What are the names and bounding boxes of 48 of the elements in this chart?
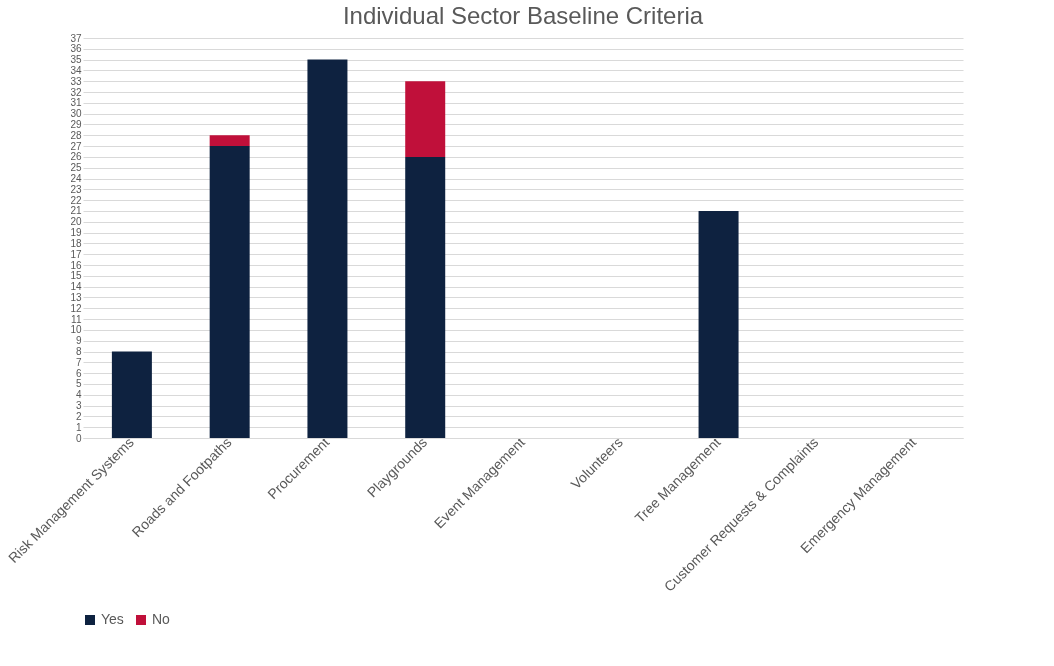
bar [111, 351, 152, 438]
y-tick-label: 23 [70, 183, 82, 195]
y-tick-label: 9 [75, 335, 82, 347]
y-tick-label: 13 [70, 291, 82, 303]
bar [405, 156, 446, 438]
y-tick-label: 22 [70, 194, 82, 206]
y-tick-label: 34 [70, 64, 82, 76]
y-tick-label: 15 [70, 270, 82, 282]
y-tick-label: 4 [75, 389, 82, 401]
y-tick-label: 37 [70, 32, 82, 44]
bar [209, 135, 250, 147]
y-tick-label: 2 [75, 410, 82, 422]
y-tick-label: 7 [75, 356, 82, 368]
bar [307, 59, 348, 438]
y-tick-label: 25 [70, 162, 82, 174]
y-tick-label: 30 [70, 108, 82, 120]
y-tick-label: 10 [70, 324, 82, 336]
y-tick-label: 31 [70, 97, 82, 109]
y-tick-label: 29 [70, 118, 82, 130]
y-tick-label: 11 [71, 313, 82, 325]
y-tick-label: 8 [75, 346, 82, 358]
y-tick-label: 17 [70, 248, 82, 260]
chart-title: Individual Sector Baseline Criteria [342, 2, 704, 29]
y-tick-label: 16 [70, 259, 82, 271]
y-tick-label: 5 [75, 378, 82, 390]
y-tick-label: 3 [75, 400, 82, 412]
bar [405, 81, 446, 157]
bar [698, 210, 739, 438]
y-tick-label: 14 [70, 281, 82, 293]
y-tick-label: 6 [75, 367, 82, 379]
bar [209, 146, 250, 438]
y-tick-label: 18 [70, 237, 82, 249]
y-tick-label: 19 [70, 227, 82, 239]
y-tick-label: 0 [75, 432, 82, 444]
y-tick-label: 1 [75, 421, 82, 433]
legend-label: No [152, 611, 171, 627]
y-tick-label: 35 [70, 54, 82, 66]
y-tick-label: 33 [70, 75, 82, 87]
y-tick-label: 20 [70, 216, 82, 228]
y-tick-label: 12 [70, 302, 82, 314]
y-tick-label: 21 [70, 205, 82, 217]
legend-label: Yes [101, 611, 124, 627]
y-tick-label: 32 [70, 86, 82, 98]
y-tick-label: 27 [70, 140, 82, 152]
y-tick-label: 36 [70, 43, 82, 55]
y-tick-label: 24 [70, 173, 82, 185]
y-tick-label: 28 [70, 129, 82, 141]
y-tick-label: 26 [70, 151, 82, 163]
